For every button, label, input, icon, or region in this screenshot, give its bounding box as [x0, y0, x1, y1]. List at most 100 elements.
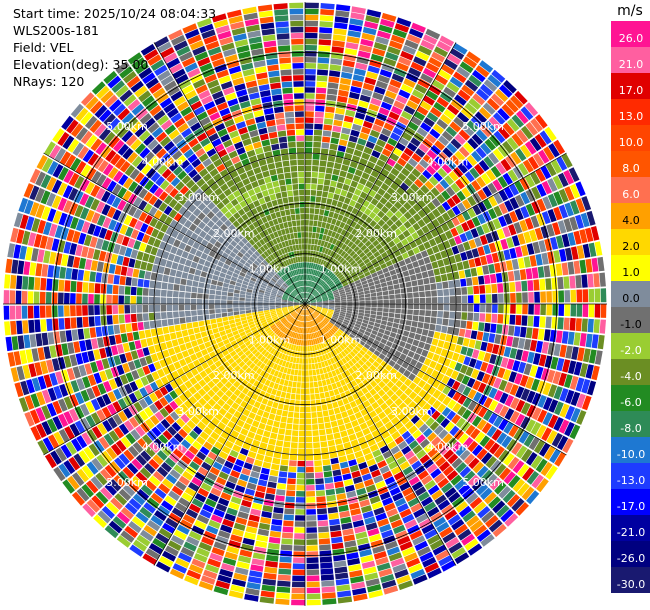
- ppi-gate-cell: [305, 418, 312, 425]
- ppi-gate-cell: [472, 380, 481, 391]
- ppi-gate-cell: [405, 320, 412, 326]
- ppi-gate-cell: [519, 177, 530, 191]
- ppi-gate-cell: [153, 361, 162, 371]
- ppi-gate-cell: [381, 128, 392, 137]
- ppi-gate-cell: [100, 468, 112, 482]
- ppi-gate-cell: [27, 305, 34, 319]
- ppi-gate-cell: [376, 315, 382, 320]
- ppi-gate-cell: [364, 293, 371, 298]
- ppi-gate-cell: [529, 339, 538, 352]
- ppi-gate-cell: [521, 486, 535, 501]
- ppi-gate-cell: [144, 446, 156, 458]
- ppi-gate-cell: [221, 300, 227, 304]
- ppi-gate-cell: [278, 471, 288, 478]
- ppi-gate-cell: [182, 470, 194, 481]
- ppi-gate-cell: [431, 310, 438, 317]
- ppi-gate-cell: [295, 503, 305, 509]
- ppi-gate-cell: [258, 313, 265, 317]
- ppi-gate-cell: [429, 421, 440, 431]
- ppi-gate-cell: [346, 382, 353, 390]
- ppi-gate-cell: [208, 519, 221, 529]
- ppi-gate-cell: [162, 366, 171, 375]
- ppi-gate-cell: [383, 299, 389, 304]
- ppi-gate-cell: [400, 314, 407, 320]
- ppi-gate-cell: [225, 481, 236, 490]
- ppi-gate-cell: [289, 296, 295, 300]
- ppi-gate-cell: [570, 407, 581, 423]
- ppi-gate-cell: [189, 377, 198, 386]
- ppi-gate-cell: [529, 229, 538, 242]
- ppi-gate-cell: [153, 238, 162, 248]
- ppi-gate-cell: [330, 351, 335, 358]
- ppi-gate-cell: [313, 381, 319, 388]
- ppi-gate-cell: [240, 316, 247, 321]
- ppi-gate-cell: [334, 22, 348, 30]
- ppi-gate-cell: [482, 198, 493, 210]
- ppi-gate-cell: [331, 276, 338, 281]
- ppi-gate-cell: [415, 347, 423, 355]
- ppi-gate-cell: [459, 449, 471, 461]
- ppi-gate-cell: [135, 471, 148, 484]
- ppi-gate-cell: [481, 469, 494, 482]
- ppi-gate-cell: [527, 156, 539, 170]
- ppi-gate-cell: [37, 219, 46, 234]
- ppi-gate-cell: [36, 391, 46, 406]
- ppi-gate-cell: [340, 516, 352, 524]
- ppi-gate-cell: [324, 276, 329, 282]
- ppi-gate-cell: [47, 208, 57, 222]
- ppi-gate-cell: [118, 488, 132, 501]
- ppi-gate-cell: [7, 243, 16, 258]
- ppi-gate-cell: [308, 238, 312, 244]
- ppi-gate-cell: [343, 261, 350, 268]
- ppi-gate-cell: [354, 525, 366, 534]
- ppi-gate-cell: [306, 563, 319, 570]
- ppi-gate-cell: [315, 478, 324, 485]
- ppi-gate-cell: [492, 344, 500, 355]
- ppi-gate-cell: [84, 195, 95, 209]
- ppi-gate-cell: [189, 247, 197, 255]
- ppi-gate-cell: [335, 413, 343, 420]
- ppi-gate-cell: [270, 323, 276, 329]
- ppi-gate-cell: [576, 245, 585, 259]
- ppi-gate-cell: [123, 407, 133, 419]
- ppi-gate-cell: [78, 450, 90, 464]
- ppi-gate-cell: [429, 360, 437, 369]
- ppi-gate-cell: [255, 540, 268, 548]
- ppi-gate-cell: [28, 276, 35, 290]
- ppi-gate-cell: [305, 370, 309, 376]
- ppi-gate-cell: [391, 431, 401, 440]
- ppi-gate-cell: [278, 359, 284, 366]
- ppi-gate-cell: [331, 382, 338, 390]
- ppi-gate-cell: [156, 231, 165, 241]
- ppi-gate-cell: [478, 322, 485, 332]
- ppi-gate-cell: [183, 389, 193, 399]
- ppi-gate-cell: [328, 236, 334, 244]
- ppi-gate-cell: [178, 304, 185, 311]
- ppi-gate-cell: [570, 246, 579, 260]
- ppi-gate-cell: [375, 80, 388, 90]
- ppi-gate-cell: [597, 256, 605, 272]
- ppi-gate-cell: [166, 290, 173, 297]
- ppi-gate-cell: [278, 568, 292, 575]
- ppi-gate-cell: [597, 334, 605, 350]
- ppi-gate-cell: [305, 14, 319, 21]
- ppi-gate-cell: [543, 146, 555, 161]
- ppi-gate-cell: [425, 133, 437, 144]
- ppi-gate-cell: [443, 86, 456, 98]
- ppi-gate-cell: [393, 407, 402, 416]
- ppi-gate-cell: [342, 397, 349, 405]
- ppi-gate-cell: [318, 233, 324, 240]
- ppi-gate-cell: [368, 589, 383, 599]
- ppi-gate-cell: [434, 140, 446, 151]
- ppi-gate-cell: [128, 258, 136, 268]
- ppi-gate-cell: [301, 309, 304, 315]
- ppi-gate-cell: [249, 425, 258, 434]
- ppi-gate-cell: [305, 165, 312, 172]
- ppi-gate-cell: [365, 261, 373, 268]
- ppi-gate-cell: [489, 442, 500, 455]
- ppi-gate-cell: [289, 324, 293, 330]
- ppi-gate-cell: [41, 421, 53, 436]
- ppi-gate-cell: [303, 310, 305, 316]
- ppi-gate-cell: [498, 215, 507, 227]
- ppi-gate-cell: [359, 328, 366, 334]
